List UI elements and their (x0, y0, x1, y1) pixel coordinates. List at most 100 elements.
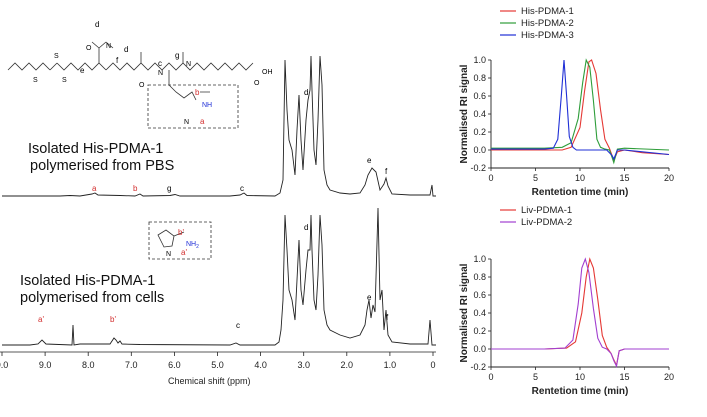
series-line-his-pdma-3 (491, 59, 670, 161)
bottom-caption-line1: Isolated His-PDMA-1 (20, 273, 155, 289)
nmr-x-ticks: 0.0 9.0 8.0 7.0 6.0 5.0 4.0 3.0 2.0 1.0 0 (0, 352, 436, 370)
bottom-peak-d: d (304, 223, 308, 232)
legend-label: His-PDMA-3 (521, 30, 574, 41)
nmr-x-tick-label: 0.0 (0, 360, 8, 370)
top-peak-a: a (92, 184, 97, 193)
top-peak-f: f (385, 167, 388, 176)
nmr-x-tick-label: 5.0 (211, 360, 224, 370)
bottom-peak-b-prime: b' (110, 315, 116, 324)
structure-atom-o2: O (139, 82, 145, 89)
bottom-caption-line2: polymerised from cells (20, 290, 164, 306)
structure-atom-nh: NH (202, 102, 212, 109)
x-tick-label: 0 (488, 372, 493, 382)
structure-label-f: f (116, 56, 119, 65)
structure-imidazole-bottom (157, 229, 185, 248)
series-line-liv-pdma-2 (491, 257, 669, 368)
top-peak-b: b (133, 184, 138, 193)
structure-atom-o1: O (86, 45, 92, 52)
structure-atom-s2: S (54, 53, 59, 60)
structure-atom-s1: S (33, 77, 38, 84)
structure-atom-n3: N (186, 61, 191, 68)
structure-label-d2: d (124, 45, 128, 54)
structure-atom-oh: OH (262, 69, 273, 76)
top-peak-d: d (304, 88, 308, 97)
x-tick-label: 5 (533, 173, 538, 183)
y-axis-label: Normalised RI signal (459, 64, 470, 163)
structure-label-e: e (80, 66, 85, 75)
top-peak-e: e (367, 156, 372, 165)
top-caption-line2: polymerised from PBS (30, 158, 174, 174)
nmr-top-spectrum (2, 55, 436, 197)
bottom-peak-e: e (367, 293, 372, 302)
top-peak-c: c (240, 184, 244, 193)
y-tick-label: 1.0 (473, 55, 486, 65)
y-tick-label: 1.0 (473, 254, 486, 264)
structure-label-g: g (175, 51, 179, 60)
x-tick-label: 20 (664, 372, 674, 382)
nmr-x-tick-label: 7.0 (125, 360, 138, 370)
x-tick-label: 15 (619, 372, 629, 382)
y-tick-label: -0.2 (470, 362, 486, 372)
imidazole-box-bottom (148, 221, 212, 260)
structure-atom-nh2-sub: 2 (196, 244, 199, 250)
y-axis-label: Normalised RI signal (459, 263, 470, 362)
x-axis-label: Rentetion time (min) (532, 386, 629, 397)
y-tick-label: 0.8 (473, 272, 486, 282)
structure-label-d1: d (95, 20, 99, 29)
y-tick-label: 0.0 (473, 145, 486, 155)
legend-label: Liv-PDMA-2 (521, 217, 572, 228)
structure-atom-n2: N (158, 70, 163, 77)
imidazole-box-top (147, 84, 239, 129)
series-line-his-pdma-2 (491, 58, 670, 165)
x-tick-label: 0 (488, 173, 493, 183)
y-tick-label: 0.2 (473, 326, 486, 336)
nmr-x-tick-label: 9.0 (39, 360, 52, 370)
nmr-bottom-spectrum (2, 207, 436, 346)
nmr-x-label: Chemical shift (ppm) (168, 376, 251, 386)
legend-label: Liv-PDMA-1 (521, 205, 572, 216)
structure-label-b-prime: b' (178, 228, 184, 237)
legend-label: His-PDMA-2 (521, 18, 574, 29)
y-tick-label: 0.0 (473, 344, 486, 354)
structure-atom-im2-n: N (166, 251, 171, 258)
nmr-x-tick-label: 8.0 (82, 360, 95, 370)
structure-atom-n1: N (106, 43, 111, 50)
top-peak-g: g (167, 184, 171, 193)
structure-atom-nh2-main: NH (186, 241, 196, 248)
nmr-x-tick-label: 2.0 (341, 360, 354, 370)
y-tick-label: 0.8 (473, 73, 486, 83)
nmr-x-tick-label: 6.0 (168, 360, 181, 370)
x-tick-label: 10 (575, 372, 585, 382)
structure-label-c: c (158, 59, 162, 68)
structure-atom-o3: O (254, 80, 260, 87)
legend-label: His-PDMA-1 (521, 6, 574, 17)
y-tick-label: 0.6 (473, 290, 486, 300)
x-tick-label: 15 (619, 173, 629, 183)
structure-atom-nh2: NH2 (186, 241, 199, 250)
x-tick-label: 5 (533, 372, 538, 382)
structure-atom-s3: S (62, 77, 67, 84)
y-tick-label: 0.4 (473, 308, 486, 318)
x-tick-label: 10 (575, 173, 585, 183)
structure-label-a: a (200, 117, 205, 126)
y-tick-label: 0.2 (473, 127, 486, 137)
series-line-his-pdma-1 (491, 59, 670, 163)
y-tick-label: -0.2 (470, 163, 486, 173)
bottom-peak-f: f (386, 313, 389, 322)
x-tick-label: 20 (664, 173, 674, 183)
x-axis-label: Rentetion time (min) (532, 187, 629, 198)
y-tick-label: 0.6 (473, 91, 486, 101)
structure-atom-im-n: N (184, 119, 189, 126)
nmr-x-tick-label: 3.0 (297, 360, 310, 370)
structure-label-a-prime: a' (181, 248, 187, 257)
structure-label-b: b (195, 88, 200, 97)
structure-skeleton (7, 41, 254, 101)
top-caption-line1: Isolated His-PDMA-1 (28, 141, 163, 157)
nmr-x-tick-label: 1.0 (384, 360, 397, 370)
nmr-x-tick-label: 4.0 (254, 360, 267, 370)
y-tick-label: 0.4 (473, 109, 486, 119)
bottom-peak-c: c (236, 321, 240, 330)
